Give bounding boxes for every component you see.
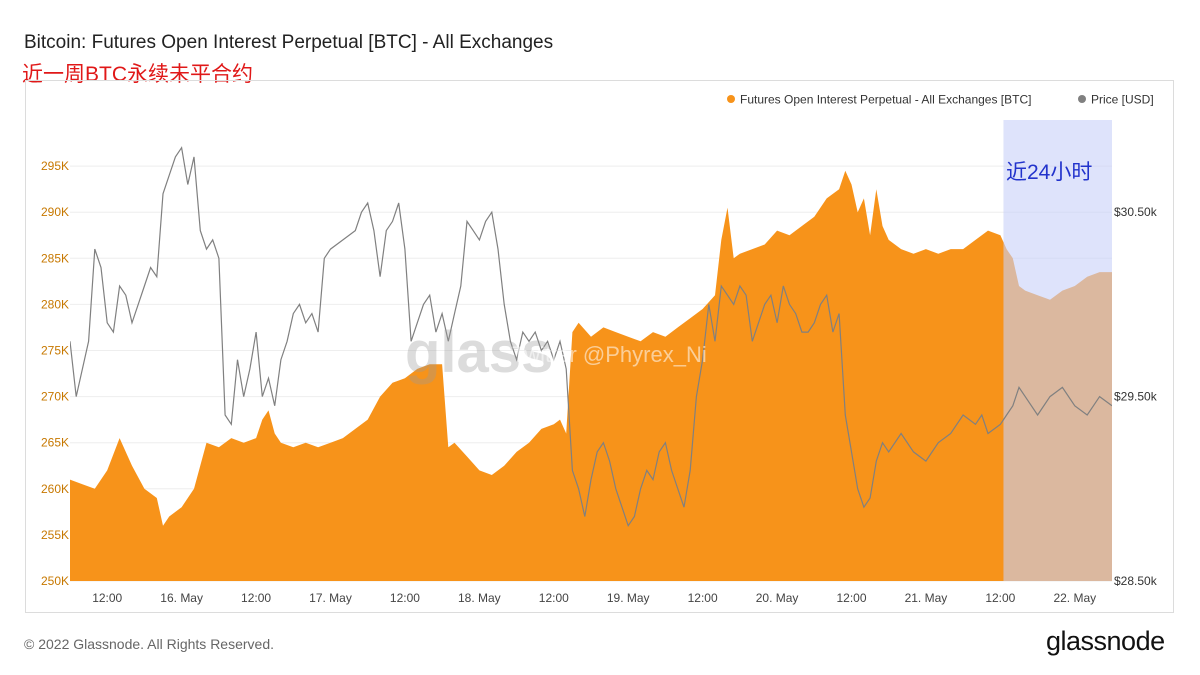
legend-oi-label[interactable]: Futures Open Interest Perpetual - All Ex… — [740, 93, 1031, 107]
x-tick-label: 20. May — [756, 591, 799, 605]
watermark-twitter: Twitter @Phyrex_Ni — [512, 342, 707, 367]
y-left-tick-label: 295K — [41, 159, 69, 173]
x-tick-label: 12:00 — [241, 591, 271, 605]
y-left-tick-label: 265K — [41, 436, 69, 450]
x-tick-label: 18. May — [458, 591, 501, 605]
x-tick-label: 12:00 — [539, 591, 569, 605]
y-left-tick-label: 260K — [41, 482, 69, 496]
y-left-tick-label: 285K — [41, 251, 69, 265]
y-left-tick-label: 270K — [41, 390, 69, 404]
chart-panel — [25, 80, 1174, 613]
plot-area — [70, 120, 1112, 581]
x-tick-label: 12:00 — [985, 591, 1015, 605]
x-tick-label: 19. May — [607, 591, 650, 605]
copyright-text: © 2022 Glassnode. All Rights Reserved. — [24, 636, 275, 652]
y-left-tick-label: 275K — [41, 344, 69, 358]
oi-area — [70, 170, 1112, 581]
x-tick-label: 12:00 — [390, 591, 420, 605]
x-tick-label: 17. May — [309, 591, 352, 605]
highlight-24h-label: 近24小时 — [1006, 161, 1092, 184]
watermark: glass Twitter @Phyrex_Ni — [405, 320, 707, 385]
glassnode-logo[interactable]: glassnode — [1046, 626, 1165, 656]
legend-price-marker — [1078, 95, 1086, 103]
y-right-tick-label: $30.50k — [1114, 205, 1158, 219]
legend-oi-marker — [727, 95, 735, 103]
x-axis: 12:00 16. May 12:00 17. May 12:00 18. May 12:0… — [92, 591, 1096, 605]
highlight-24h-region — [1003, 120, 1112, 581]
y-right-tick-label: $29.50k — [1114, 390, 1158, 404]
legend[interactable]: Futures Open Interest Perpetual - All Ex… — [727, 93, 1154, 107]
watermark-logo: glass — [405, 320, 553, 385]
y-left-tick-label: 250K — [41, 574, 69, 588]
y-axis-right: $28.50k $29.50k $30.50k — [1114, 205, 1158, 588]
chart-title: Bitcoin: Futures Open Interest Perpetual… — [24, 32, 554, 53]
y-right-tick-label: $28.50k — [1114, 574, 1158, 588]
x-tick-label: 12:00 — [92, 591, 122, 605]
x-tick-label: 16. May — [160, 591, 203, 605]
y-left-tick-label: 280K — [41, 297, 69, 311]
y-left-tick-label: 290K — [41, 205, 69, 219]
y-left-tick-label: 255K — [41, 528, 69, 542]
x-tick-label: 22. May — [1053, 591, 1096, 605]
x-tick-label: 12:00 — [836, 591, 866, 605]
legend-price-label[interactable]: Price [USD] — [1091, 93, 1154, 107]
x-tick-label: 12:00 — [688, 591, 718, 605]
price-line — [70, 146, 1112, 528]
y-axis-left: 250K 255K 260K 265K 270K 275K 280K 285K 290K 295K — [41, 159, 69, 588]
x-tick-label: 21. May — [905, 591, 948, 605]
